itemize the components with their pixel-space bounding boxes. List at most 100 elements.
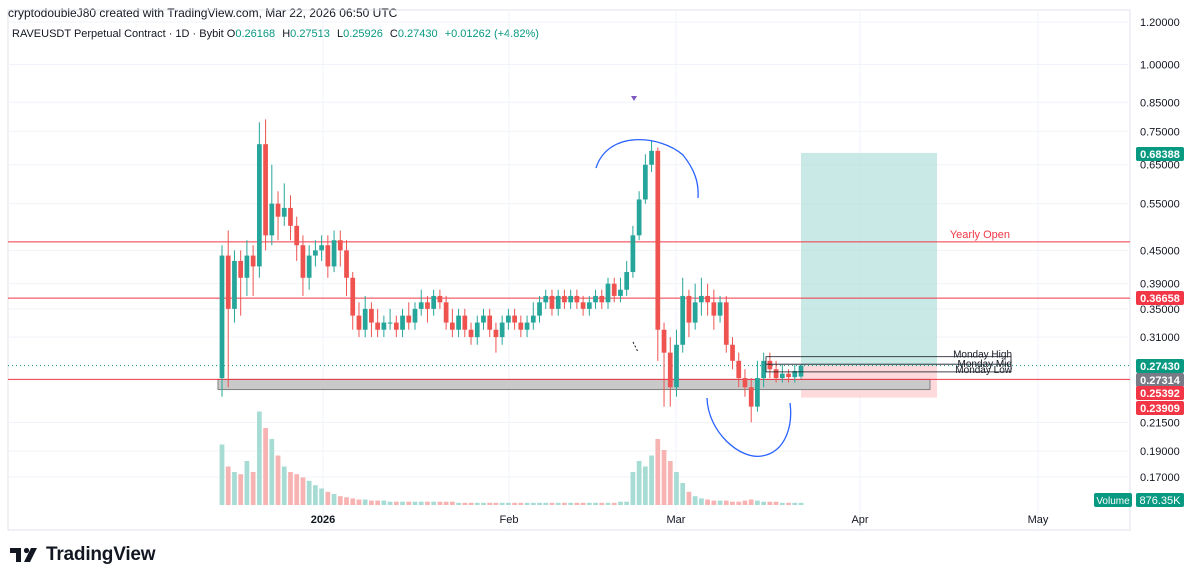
candle-body	[748, 387, 754, 407]
volume-bar	[599, 502, 605, 505]
volume-bar	[462, 502, 468, 505]
high-label: H	[282, 28, 291, 40]
candle-body	[468, 329, 474, 338]
candle-body	[418, 302, 424, 309]
candle-body	[692, 302, 698, 323]
candle-body	[350, 277, 356, 316]
volume-bar	[499, 502, 505, 505]
price-badge	[1136, 147, 1184, 161]
candle-body	[655, 150, 661, 330]
volume-bar	[699, 498, 704, 505]
candle-body	[742, 378, 748, 388]
volume-bar	[736, 501, 742, 505]
candle-body	[761, 360, 767, 379]
volume-bar	[481, 502, 486, 505]
volume-bar	[487, 502, 493, 505]
price-badge-text: 0.23909	[1140, 403, 1180, 415]
candle-body	[406, 315, 412, 323]
candle-body	[325, 245, 331, 267]
time-tick-label: 2026	[311, 514, 335, 526]
candle-body	[717, 302, 723, 316]
candle-body	[449, 322, 455, 330]
candle-body	[680, 295, 686, 345]
volume-bar	[337, 496, 343, 505]
candle-body	[667, 352, 673, 388]
drop-marker	[632, 341, 639, 353]
volume-bar	[680, 483, 686, 505]
volume-bar	[792, 502, 798, 505]
monday-label: Monday High	[953, 350, 1012, 361]
chart-grid	[7, 9, 1131, 531]
candle-body	[481, 315, 486, 323]
volume-bar	[225, 466, 231, 505]
monday-label: Monday Mid	[958, 359, 1012, 370]
tradingview-logo-icon	[10, 547, 37, 562]
low-value: 0.25926	[343, 28, 383, 40]
candle-body	[474, 322, 480, 338]
volume-bar	[543, 502, 549, 505]
volume-bar	[381, 500, 387, 505]
symbol-ohlc-line: RAVEUSDT Perpetual Contract · 1D · Bybit…	[12, 28, 539, 40]
candle-body	[381, 322, 387, 330]
candle-body	[331, 240, 337, 267]
price-tick-label: 0.65000	[1140, 160, 1180, 172]
volume-bar	[238, 474, 244, 505]
volume-bar	[686, 491, 692, 505]
candle-body	[431, 295, 437, 309]
open-label: O	[226, 28, 236, 40]
volume-bar	[562, 502, 567, 505]
volume-bar	[393, 501, 399, 505]
volume-bar	[748, 499, 754, 505]
volume-bar	[269, 439, 275, 505]
price-tick-label: 0.75000	[1140, 126, 1180, 138]
time-tick-label: Mar	[667, 514, 686, 526]
volume-bar	[369, 500, 374, 505]
candle-body	[642, 164, 648, 200]
volume-bar	[300, 477, 306, 505]
candle-body	[319, 245, 324, 251]
volume-bar	[263, 428, 268, 505]
candle-body	[574, 295, 580, 303]
close-value: 0.27430	[397, 28, 438, 40]
candle-body	[512, 315, 517, 323]
price-badge-text: 0.25392	[1140, 388, 1180, 400]
price-tick-label: 1.00000	[1140, 59, 1180, 71]
candle-body	[281, 207, 287, 217]
candle-body	[630, 235, 636, 273]
symbol-title[interactable]: RAVEUSDT Perpetual Contract · 1D · Bybit	[12, 28, 224, 40]
volume-bar	[319, 488, 324, 505]
price-badge-text: 0.36658	[1140, 293, 1180, 305]
volume-bar	[705, 499, 710, 505]
candle-body	[686, 295, 692, 323]
candle-body	[300, 245, 306, 278]
volume-bar	[537, 502, 542, 505]
candle-body	[730, 344, 735, 361]
price-tick-label: 0.85000	[1140, 97, 1180, 109]
candle-body	[238, 260, 244, 278]
candle-body	[250, 255, 256, 267]
volume-bar	[325, 491, 331, 505]
volume-value-badge	[1136, 493, 1184, 507]
volume-bar	[431, 501, 437, 505]
candle-body	[288, 207, 293, 226]
candle-body	[275, 203, 281, 217]
volume-bar	[331, 494, 337, 505]
volume-bar	[506, 502, 511, 505]
candle-body	[244, 255, 250, 278]
volume-bar	[418, 501, 424, 505]
volume-bar	[524, 502, 530, 505]
bottom-arc	[706, 397, 792, 457]
line-label: Yearly Open	[950, 229, 1010, 241]
candle-body	[263, 144, 268, 236]
candle-body	[225, 255, 231, 309]
volume-bar	[294, 474, 300, 505]
price-axis[interactable]: 1.20000 1.00000 0.85000 0.75000 0.65000 0.550…	[1094, 17, 1184, 507]
price-tick-label: 0.17000	[1140, 472, 1180, 484]
candle-body	[798, 365, 804, 377]
volume-bar	[580, 502, 586, 505]
volume-bar	[642, 466, 648, 505]
time-axis[interactable]: 2026 Feb Mar Apr May	[311, 514, 1049, 526]
candle-body	[624, 272, 630, 290]
